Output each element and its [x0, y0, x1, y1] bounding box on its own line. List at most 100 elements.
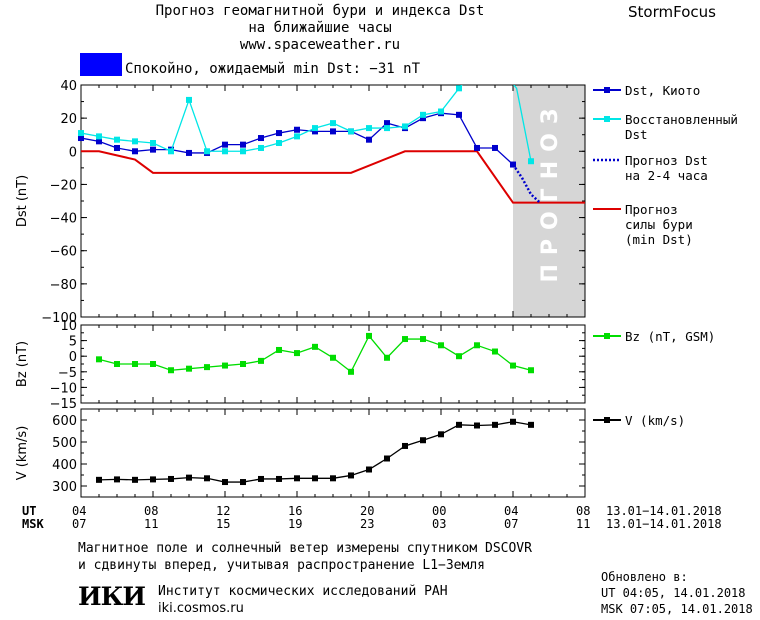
v-series-0-point: [348, 472, 354, 479]
v-series-0-point: [438, 431, 444, 438]
bz-ytick-label: 5: [69, 335, 77, 350]
dst-series-0-point: [258, 135, 264, 142]
v-series-0-point: [492, 421, 498, 428]
bz-series-0-point: [510, 362, 516, 369]
site-url[interactable]: www.spaceweather.ru: [239, 37, 401, 53]
msk-tick-label: 03: [432, 517, 447, 531]
v-series-0-point: [186, 474, 192, 481]
dst-series-1-point: [96, 133, 102, 140]
bz-series-0-point: [402, 336, 408, 343]
dst-series-1-point: [456, 85, 462, 92]
legend-storm-forecast-text: Прогноз: [625, 202, 678, 217]
dst-series-1-point: [186, 96, 192, 103]
dst-series-1-point: [222, 148, 228, 155]
dst-series-1-point: [78, 130, 84, 137]
dst-series-0-point: [78, 135, 84, 142]
bz-series-0-point: [528, 367, 534, 374]
legend-dst-kyoto-text: Dst, Киото: [625, 83, 700, 98]
iki-logo: ИКИ: [78, 582, 146, 611]
dst-series-1-point: [294, 133, 300, 140]
dst-series-0-point: [150, 146, 156, 153]
v-ytick-label: 600: [52, 414, 77, 429]
dst-series-1-point: [366, 125, 372, 132]
dst-series-1-point: [132, 138, 138, 145]
legend-v-swatch-marker: [604, 417, 610, 423]
ut-tick-label: 12: [216, 504, 231, 518]
msk-tick-label: 07: [72, 517, 87, 531]
msk-tick-label: 07: [504, 517, 519, 531]
dst-series-1-line: [81, 85, 532, 162]
bz-ytick-label: 10: [60, 319, 77, 334]
dst-series-0-point: [384, 120, 390, 127]
v-series-0-point: [96, 476, 102, 483]
dst-ytick-label: 0: [69, 145, 77, 160]
dst-series-1-point: [528, 158, 534, 165]
bz-series-0-point: [474, 342, 480, 349]
bz-series-0-point: [492, 348, 498, 355]
dst-series-0-point: [240, 141, 246, 148]
v-series-0-point: [294, 475, 300, 482]
footer-line-1: Магнитное поле и солнечный ветер измерен…: [78, 541, 532, 556]
bz-series-0-point: [96, 356, 102, 363]
dst-series-1-point: [276, 140, 282, 146]
bz-ytick-label: 0: [69, 350, 77, 365]
bz-series-0-point: [222, 362, 228, 369]
v-series-0-point: [240, 479, 246, 486]
dst-series-1-point: [168, 148, 174, 155]
v-series-0-point: [474, 422, 480, 429]
dst-ytick-label: 40: [60, 79, 77, 94]
dst-ylabel: Dst (nT): [15, 175, 30, 227]
v-series-0-point: [204, 475, 210, 482]
institute-name: Институт космических исследований РАН: [158, 584, 448, 599]
dst-series-1-point: [330, 120, 336, 127]
institute-url[interactable]: iki.cosmos.ru: [158, 601, 244, 616]
dst-series-1-point: [312, 125, 318, 132]
v-series-0-point: [330, 475, 336, 482]
v-series-0-point: [258, 475, 264, 482]
bz-ylabel: Bz (nT): [15, 341, 30, 387]
dst-series-1-point: [348, 128, 354, 135]
dst-series-1-point: [402, 123, 408, 130]
legend-dst-restored-text: Dst: [625, 127, 648, 142]
msk-axis-label: MSK: [22, 517, 44, 531]
v-series-0-line: [98, 421, 532, 483]
bz-ytick-label: −10: [50, 381, 77, 396]
bz-series-0-point: [204, 364, 210, 371]
dst-series-2-line: [511, 163, 541, 204]
bz-frame: [80, 324, 586, 404]
bz-series-0-point: [240, 361, 246, 367]
ut-tick-label: 08: [576, 504, 591, 518]
v-series-0-point: [276, 475, 282, 482]
dst-ytick-label: −80: [50, 278, 77, 293]
dst-series-0-point: [492, 144, 498, 151]
bz-ytick-label: −5: [58, 366, 77, 381]
v-series-0-point: [150, 476, 156, 483]
bz-series-0-point: [438, 342, 444, 349]
ut-tick-label: 04: [72, 504, 87, 518]
dst-ytick-label: −40: [50, 212, 77, 227]
ut-date-range: 13.01−14.01.2018: [606, 504, 722, 518]
dst-series-3-line: [81, 150, 585, 204]
v-series-0-point: [168, 475, 174, 482]
dst-series-1-point: [384, 125, 390, 132]
ut-tick-label: 16: [288, 504, 303, 518]
dst-ytick-label: −100: [41, 311, 77, 326]
footer-line-2: и сдвинуты вперед, учитывая распростране…: [78, 558, 485, 573]
v-ytick-label: 500: [52, 436, 77, 451]
bz-series-0-point: [366, 332, 372, 339]
dst-ytick-label: −60: [50, 245, 77, 260]
bz-series-0-point: [384, 354, 390, 361]
dst-series-0-point: [420, 115, 426, 122]
chart-subtitle: на ближайшие часы: [248, 20, 392, 36]
v-series-0-point: [384, 455, 390, 462]
legend-dst-kyoto-swatch-marker: [604, 87, 610, 93]
bz-series-0-point: [348, 368, 354, 375]
bz-series-0-point: [168, 367, 174, 374]
dst-series-0-point: [276, 130, 282, 137]
msk-tick-label: 11: [144, 517, 159, 531]
msk-tick-label: 15: [216, 517, 231, 531]
dst-series-0-point: [312, 128, 318, 135]
bz-series-0-point: [312, 343, 318, 350]
msk-tick-label: 19: [288, 517, 303, 531]
bz-ytick-label: −15: [50, 397, 77, 412]
